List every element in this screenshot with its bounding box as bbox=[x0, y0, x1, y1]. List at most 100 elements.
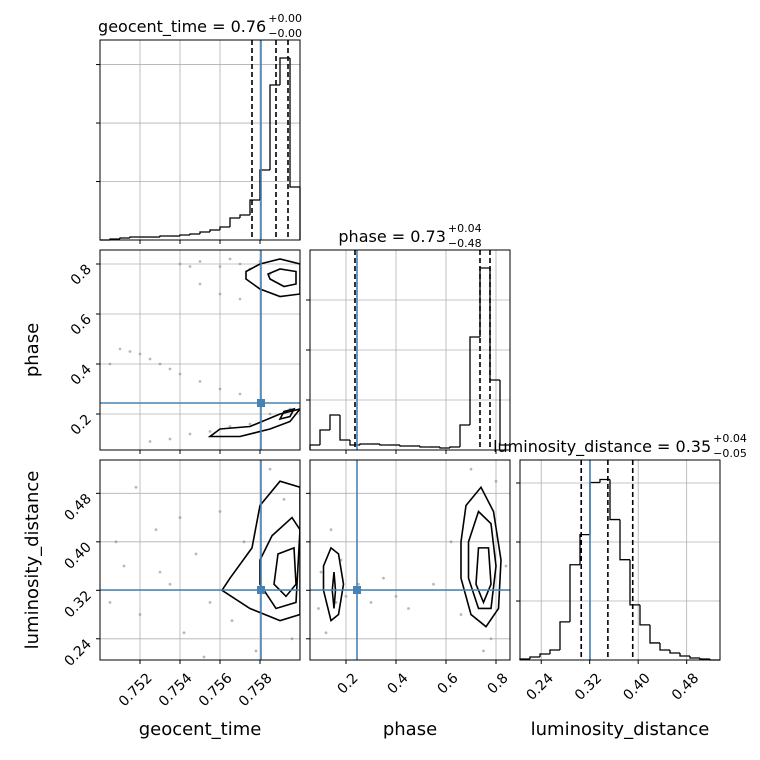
sample-point bbox=[254, 649, 258, 653]
histogram-bin bbox=[179, 234, 190, 237]
y-tick-label: 0.40 bbox=[61, 539, 94, 572]
histogram-bin bbox=[549, 649, 560, 654]
sample-point bbox=[158, 362, 162, 366]
contour bbox=[273, 546, 297, 598]
truth-marker bbox=[353, 586, 361, 594]
x-axis-label: luminosity_distance bbox=[531, 719, 710, 740]
x-tick-label: 0.40 bbox=[620, 670, 653, 703]
sample-point bbox=[168, 437, 172, 441]
title-text: luminosity_distance = 0.35 bbox=[493, 437, 711, 457]
histogram-bin bbox=[129, 236, 140, 239]
histogram-bin bbox=[279, 57, 290, 85]
sample-point bbox=[148, 357, 152, 361]
panel-frame bbox=[309, 459, 511, 661]
sample-point bbox=[108, 601, 112, 604]
title-upper: +0.04 bbox=[448, 222, 482, 235]
histogram-bin bbox=[399, 445, 410, 447]
x-tick-label: 0.4 bbox=[385, 670, 412, 697]
sample-point bbox=[208, 430, 212, 433]
sample-point bbox=[202, 655, 206, 659]
histogram-bin bbox=[229, 217, 240, 228]
histogram-bin bbox=[639, 604, 650, 626]
histogram-bin bbox=[699, 657, 710, 660]
sample-point bbox=[482, 649, 485, 653]
histogram-bin bbox=[219, 226, 230, 230]
histogram-bin bbox=[269, 84, 280, 170]
sample-point bbox=[290, 637, 294, 641]
y-tick-label: 0.4 bbox=[68, 361, 95, 388]
sample-point bbox=[218, 510, 222, 513]
panel-frame bbox=[99, 459, 301, 661]
x-tick-label: 0.8 bbox=[485, 670, 512, 697]
histogram-bin bbox=[449, 446, 460, 448]
title-upper: +0.00 bbox=[268, 12, 302, 25]
sample-point bbox=[382, 576, 385, 580]
x-tick-label: 0.752 bbox=[116, 670, 156, 710]
title-upper: +0.04 bbox=[713, 432, 747, 445]
histogram-bin bbox=[329, 414, 340, 430]
sample-point bbox=[218, 387, 222, 391]
histogram-bin bbox=[619, 519, 630, 561]
contour bbox=[322, 546, 345, 623]
histogram-bin bbox=[249, 199, 260, 215]
y-tick-label: 0.32 bbox=[61, 588, 94, 621]
panel-frame bbox=[99, 249, 301, 451]
title-lower: −0.05 bbox=[713, 447, 747, 460]
histogram-bin bbox=[459, 424, 470, 447]
sample-point bbox=[394, 594, 398, 598]
histogram-bin bbox=[529, 656, 540, 659]
sample-point bbox=[188, 432, 192, 436]
histogram-bin bbox=[289, 58, 300, 188]
sample-point bbox=[218, 292, 222, 296]
histogram-bin bbox=[339, 415, 350, 441]
contour bbox=[245, 258, 300, 298]
sample-point bbox=[188, 265, 192, 268]
histogram-bin bbox=[589, 481, 600, 535]
panel-data bbox=[108, 257, 300, 443]
histogram-bin bbox=[649, 624, 660, 644]
sample-point bbox=[178, 372, 182, 376]
sample-point bbox=[138, 613, 142, 616]
y-axis-label: luminosity_distance bbox=[22, 471, 43, 650]
sample-point bbox=[154, 528, 158, 532]
sample-point bbox=[128, 350, 132, 353]
sample-point bbox=[178, 516, 182, 519]
sample-point bbox=[158, 570, 162, 574]
histogram-bin bbox=[579, 533, 590, 565]
histogram-bin bbox=[629, 559, 640, 606]
sample-point bbox=[459, 613, 463, 616]
x-axis-label: geocent_time bbox=[139, 719, 262, 740]
title-text: phase = 0.73 bbox=[338, 227, 445, 246]
histogram-bin bbox=[569, 564, 580, 622]
sample-point bbox=[208, 601, 212, 604]
sample-point bbox=[238, 262, 242, 266]
sample-point bbox=[369, 601, 373, 604]
histogram-bin bbox=[359, 443, 370, 445]
histogram-bin bbox=[439, 447, 450, 449]
contour bbox=[207, 408, 300, 438]
sample-point bbox=[228, 257, 232, 261]
y-axis-label: phase bbox=[22, 323, 43, 377]
sample-point bbox=[489, 637, 493, 641]
sample-point bbox=[108, 362, 112, 366]
y-tick-label: 0.6 bbox=[68, 311, 95, 338]
sample-point bbox=[148, 440, 152, 443]
sample-point bbox=[432, 582, 435, 586]
sample-point bbox=[282, 497, 286, 501]
sample-point bbox=[168, 367, 172, 371]
histogram-bin bbox=[599, 478, 610, 483]
contour bbox=[259, 516, 300, 610]
sample-point bbox=[218, 265, 222, 268]
sample-point bbox=[114, 540, 118, 544]
sample-point bbox=[504, 564, 508, 568]
panel-title: phase = 0.73 +0.04 −0.48 bbox=[338, 222, 481, 250]
histogram-bin bbox=[209, 229, 220, 232]
histogram-bin bbox=[419, 446, 430, 448]
truth-marker bbox=[257, 399, 265, 407]
y-tick-label: 0.2 bbox=[68, 412, 95, 439]
x-tick-label: 0.32 bbox=[572, 670, 605, 703]
panel-title: luminosity_distance = 0.35 +0.04 −0.05 bbox=[493, 432, 747, 460]
histogram-bin bbox=[189, 233, 200, 235]
sample-point bbox=[268, 467, 272, 471]
